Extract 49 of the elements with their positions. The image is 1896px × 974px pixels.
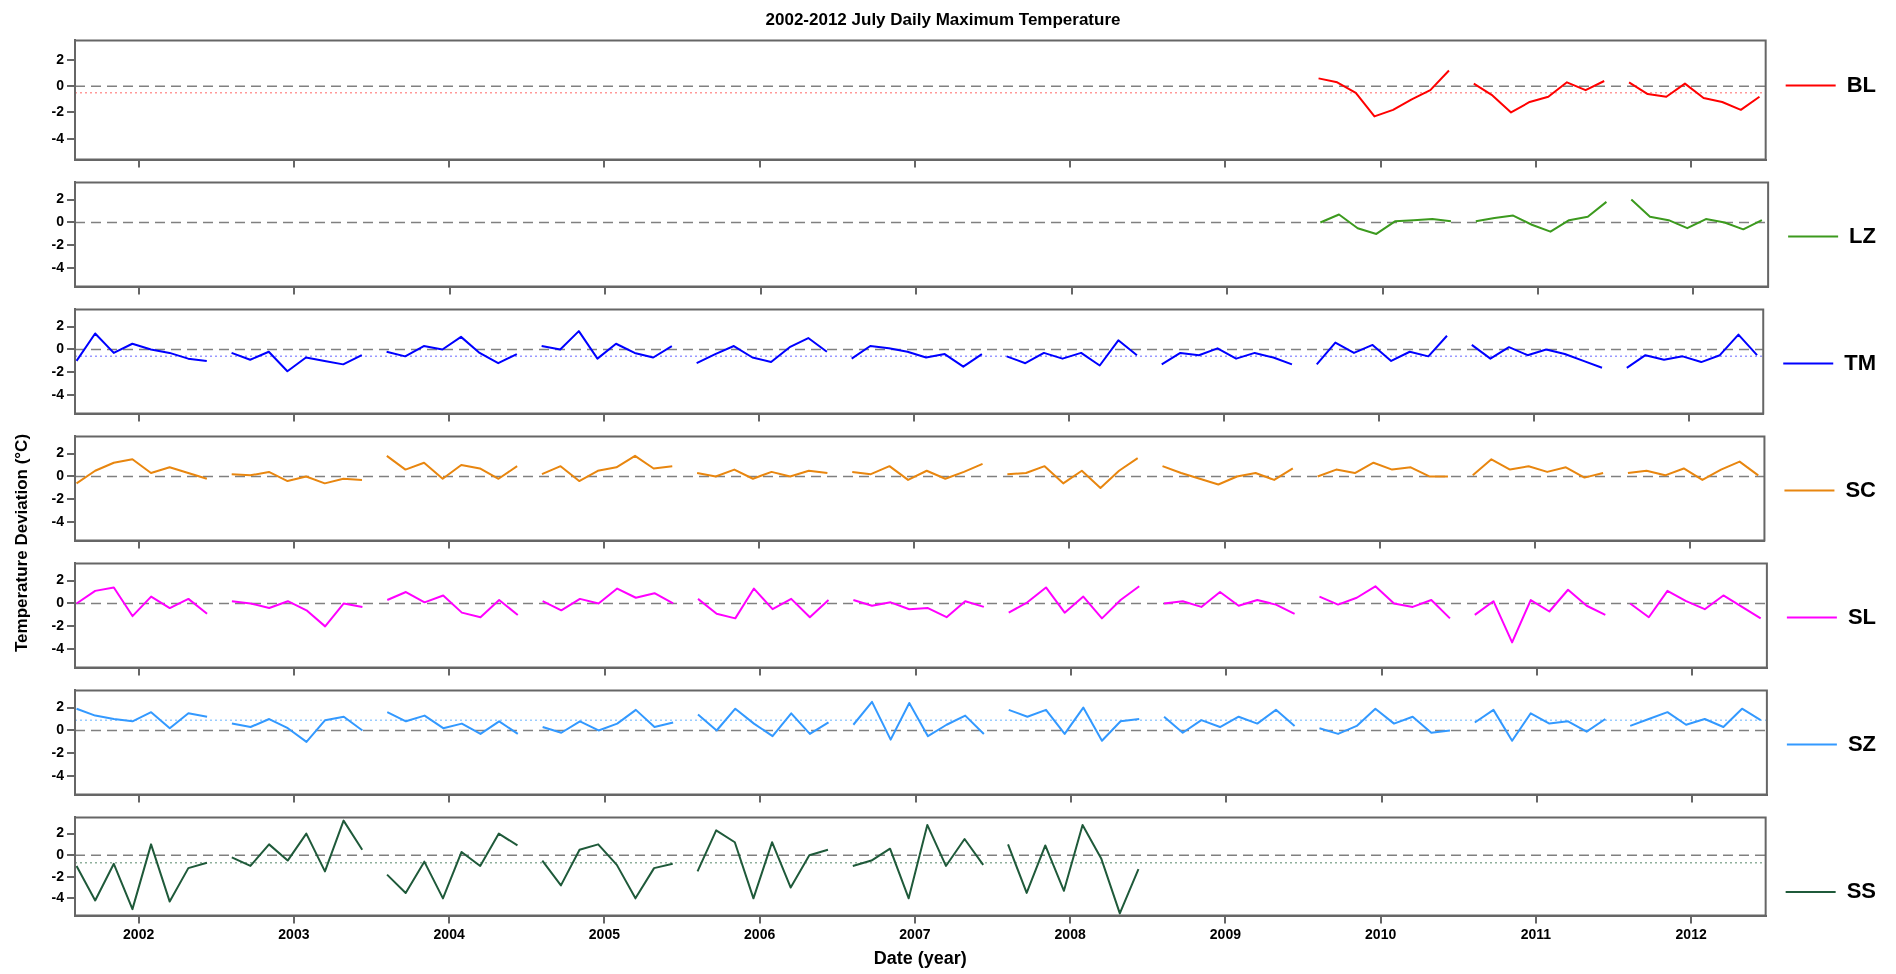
x-tick-label: 2008 [1054,925,1086,942]
y-tick-label: -2 [51,867,65,884]
y-tick-label: -4 [51,129,65,146]
y-tick-label: 2 [56,317,65,334]
legend-label: SS [1846,878,1877,904]
y-tick-label: 0 [56,846,65,863]
y-tick-label: -4 [51,513,65,530]
y-tick-label: 2 [56,444,65,461]
y-tick-label: 2 [56,698,65,715]
x-tick-label: 2009 [1209,925,1242,942]
x-tick-label: 2004 [433,925,465,942]
y-tick-label: 0 [56,77,65,94]
y-tick-label: 0 [56,721,65,738]
y-tick-label: 0 [56,594,65,611]
x-tick-label: 2003 [278,925,310,942]
y-axis-title: Temperature Deviation (°C) [12,433,32,652]
x-tick-label: 2011 [1520,925,1552,942]
y-tick-label: 2 [56,824,65,841]
legend-label: SL [1847,603,1877,629]
legend-label: TM [1844,349,1876,375]
y-tick-label: 2 [56,571,65,588]
y-tick-label: 0 [56,213,65,230]
y-tick-label: -2 [51,236,65,253]
y-tick-label: -4 [51,386,65,403]
y-tick-label: -4 [51,889,65,906]
x-tick-label: 2006 [744,925,776,942]
y-tick-label: -4 [51,640,65,657]
legend-label: SC [1845,476,1877,502]
y-tick-label: -2 [51,490,65,507]
x-tick-label: 2010 [1365,925,1397,942]
chart-title: 2002-2012 July Daily Maximum Temperature [765,9,1121,29]
y-tick-label: 0 [56,340,65,357]
x-tick-label: 2012 [1675,925,1707,942]
y-tick-label: 2 [56,190,65,207]
y-tick-label: -2 [51,617,65,634]
legend-label: SZ [1847,730,1877,756]
x-tick-label: 2007 [899,925,931,942]
y-tick-label: -4 [51,767,65,784]
y-tick-label: -2 [51,103,65,120]
y-tick-label: 0 [56,467,65,484]
y-tick-label: -4 [51,259,65,276]
x-axis-title: Date (year) [873,948,967,969]
y-tick-label: -2 [51,363,65,380]
x-tick-label: 2005 [588,925,621,942]
legend-label: BL [1846,71,1876,97]
legend-label: LZ [1849,222,1877,248]
x-tick-label: 2002 [123,925,155,942]
y-tick-label: -2 [51,744,65,761]
y-tick-label: 2 [56,50,65,67]
